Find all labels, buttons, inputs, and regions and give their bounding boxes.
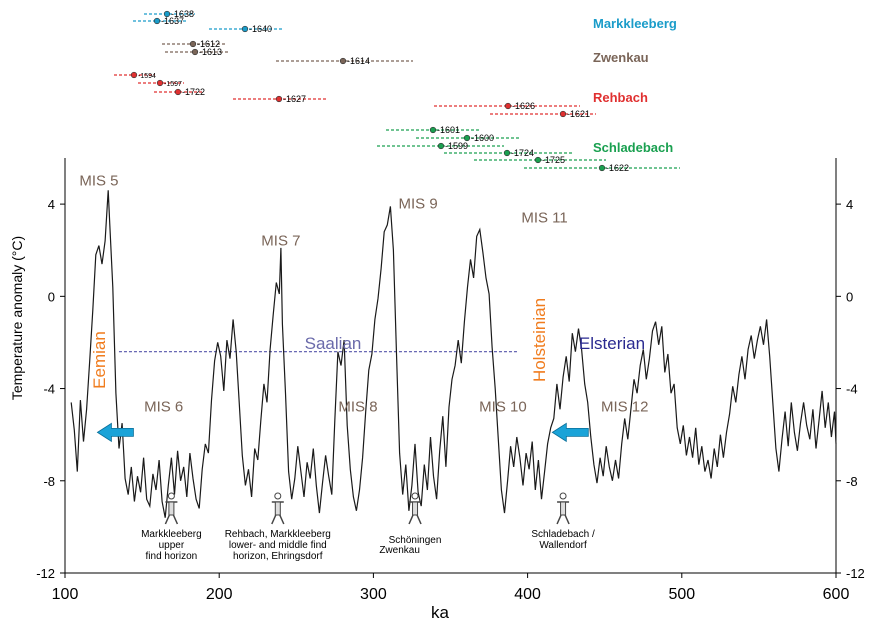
- plot-frame: [64, 158, 837, 574]
- mis-label-1: MIS 6: [144, 399, 183, 416]
- x-tick-label-3: 400: [514, 586, 541, 603]
- dating-sample-label-1621: -1621: [567, 109, 590, 119]
- find-horizon-label-0-1: upper: [159, 540, 185, 551]
- dating-sample-label-1613: -1613: [199, 47, 222, 57]
- dating-sample-1601: -1601: [386, 125, 480, 135]
- dating-sample-1612: -1612: [162, 39, 227, 49]
- dating-group-label-zwenkau: Zwenkau: [593, 50, 649, 65]
- y-tick-label-left-3: -8: [43, 474, 55, 489]
- find-horizon-label-4-1: Wallendorf: [539, 540, 587, 551]
- dating-sample-label-1601: -1601: [437, 125, 460, 135]
- dating-sample-label-1597: -1597: [164, 81, 182, 88]
- dating-sample-1725: -1725: [474, 155, 606, 165]
- dating-sample-1600: -1600: [416, 133, 520, 143]
- dating-sample-1627: -1627: [233, 94, 326, 104]
- dating-sample-1622: -1622: [524, 163, 680, 173]
- blue-arrow-icon-0: [96, 422, 134, 443]
- find-horizon-label-3-0: Zwenkau: [379, 545, 420, 556]
- y-tick-label-right-4: -12: [846, 566, 865, 581]
- mis-label-6: MIS 11: [521, 210, 567, 227]
- dating-sample-label-1622: -1622: [606, 163, 629, 173]
- dating-sample-1640: -1640: [209, 24, 283, 34]
- find-horizon-label-4-0: Schladebach /: [531, 529, 595, 540]
- y-tick-label-right-1: 0: [846, 289, 853, 304]
- dating-sample-label-1725: -1725: [542, 155, 565, 165]
- mis-label-0: MIS 5: [79, 173, 118, 190]
- mis-labels: MIS 5 MIS 6 MIS 7 MIS 8 MIS 9 MIS 10 MIS 11 MIS…: [79, 173, 648, 416]
- y-tick-label-left-0: 4: [48, 197, 55, 212]
- find-horizon-label-2-0: Schöningen: [389, 535, 442, 546]
- person-icon-4: [556, 492, 570, 525]
- mis-label-3: MIS 8: [338, 399, 377, 416]
- eemian-label: Eemian: [90, 331, 109, 389]
- dating-group-label-schladebach: Schladebach: [593, 140, 673, 155]
- dating-sample-label-1627: -1627: [283, 94, 306, 104]
- dating-group-label-markkleeberg: Markkleeberg: [593, 16, 677, 31]
- blue-arrow-icon-1: [551, 422, 589, 443]
- x-tick-label-5: 600: [823, 586, 850, 603]
- mis-label-2: MIS 7: [261, 233, 300, 250]
- find-horizon-label-1-1: lower- and middle find: [229, 540, 327, 551]
- dating-sample-label-1638: -1638: [171, 9, 194, 19]
- dating-sample-1724: -1724: [444, 148, 572, 158]
- y-tick-label-right-3: -8: [846, 474, 858, 489]
- dating-sample-label-1599: -1599: [445, 141, 468, 151]
- find-horizon-label-1-2: horizon, Ehringsdorf: [233, 551, 323, 562]
- x-tick-label-0: 100: [52, 586, 79, 603]
- arrows: [96, 422, 589, 443]
- elsterian-label: Elsterian: [579, 334, 645, 353]
- x-axis: 100 200 300 400 500 600: [52, 573, 850, 603]
- mis-label-5: MIS 10: [479, 399, 527, 416]
- saalian-label: Saalian: [305, 334, 362, 353]
- dating-sample-1621: -1621: [490, 109, 596, 119]
- person-icon-2: [408, 492, 422, 525]
- dating-sample-1722: -1722: [154, 87, 205, 97]
- person-icon-1: [271, 492, 285, 525]
- dating-sample-label-1614: -1614: [347, 56, 370, 66]
- x-tick-label-4: 500: [668, 586, 695, 603]
- mis-label-7: MIS 12: [601, 399, 649, 416]
- x-tick-label-1: 200: [206, 586, 233, 603]
- y-axis-label: Temperature anomaly (°C): [9, 236, 25, 400]
- dating-sample-1613: -1613: [165, 47, 230, 57]
- find-horizon-label-0-0: Markkleeberg: [141, 529, 202, 540]
- find-horizon-label-1-0: Rehbach, Markkleeberg: [225, 529, 331, 540]
- dating-sample-label-1626: -1626: [512, 101, 535, 111]
- find-horizon-label-0-2: find horizon: [146, 551, 198, 562]
- dating-sample-1597: -1597: [138, 79, 184, 88]
- person-icon-0: [164, 492, 179, 525]
- dating-sample-label-1594: -1594: [138, 73, 156, 80]
- dating-groups: -1638-1637 -1640 Markkleeberg -1612-1613 -16…: [114, 9, 680, 173]
- y-tick-label-left-1: 0: [48, 289, 55, 304]
- dating-sample-1638: -1638: [144, 9, 195, 19]
- dating-sample-1599: -1599: [377, 141, 504, 151]
- dating-sample-label-1612: -1612: [197, 39, 220, 49]
- y-tick-label-right-2: -4: [846, 382, 858, 397]
- dating-sample-1637: -1637: [133, 16, 186, 26]
- holsteinian-label: Holsteinian: [530, 298, 549, 382]
- dating-sample-1594: -1594: [114, 71, 156, 80]
- dating-sample-label-1722: -1722: [182, 87, 205, 97]
- temperature-series-line: [70, 190, 837, 518]
- y-tick-label-left-4: -12: [36, 566, 55, 581]
- dating-sample-1614: -1614: [276, 56, 413, 66]
- dating-sample-label-1600: -1600: [471, 133, 494, 143]
- mis-label-4: MIS 9: [399, 196, 438, 213]
- dating-sample-label-1637: -1637: [161, 16, 184, 26]
- x-axis-label: ka: [431, 603, 450, 622]
- dating-sample-label-1640: -1640: [249, 24, 272, 34]
- y-tick-label-right-0: 4: [846, 197, 853, 212]
- y-tick-label-left-2: -4: [43, 382, 55, 397]
- dating-sample-label-1724: -1724: [511, 148, 534, 158]
- dating-sample-1626: -1626: [434, 101, 580, 111]
- x-tick-label-2: 300: [360, 586, 387, 603]
- dating-group-label-rehbach: Rehbach: [593, 90, 648, 105]
- y-axis: 4 4 0 0 -4 -4 -8 -8 -12 -12: [36, 197, 865, 581]
